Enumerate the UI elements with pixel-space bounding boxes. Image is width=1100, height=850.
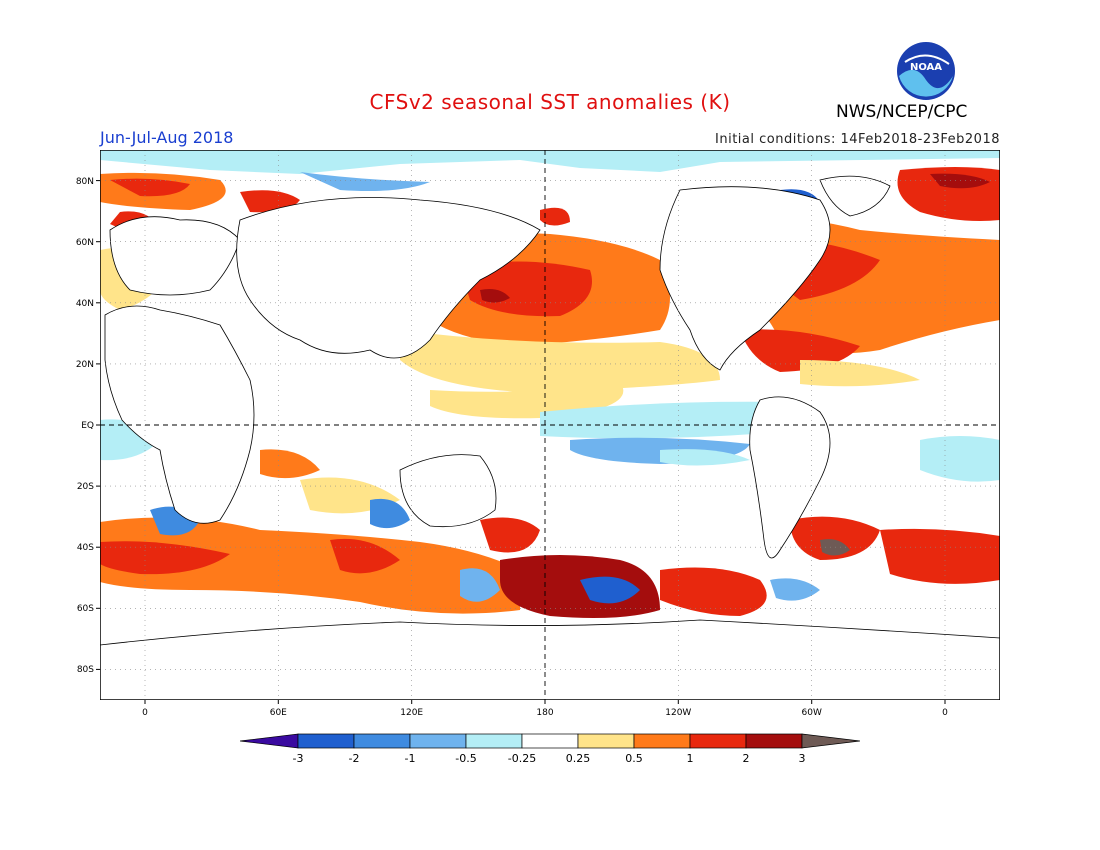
- lon-label: 0: [142, 708, 148, 718]
- colorbar-cell: [465, 733, 523, 749]
- coastlines: [100, 175, 1000, 700]
- lat-label: 40S: [77, 543, 94, 553]
- colorbar-cell: [577, 733, 635, 749]
- colorbar-tick: -0.25: [508, 752, 536, 765]
- colorbar-cell: [521, 733, 579, 749]
- lat-label: EQ: [81, 421, 94, 431]
- lat-label: 20S: [77, 482, 94, 492]
- lon-label: 60W: [802, 708, 822, 718]
- sst-anomaly-map: [100, 150, 1000, 700]
- colorbar-arrow-high: [801, 733, 860, 749]
- colorbar-tick: -0.5: [455, 752, 476, 765]
- colorbar-tick: 1: [687, 752, 694, 765]
- noaa-logo: NOAA: [897, 42, 955, 100]
- lon-label: 0: [942, 708, 948, 718]
- map-title: CFSv2 seasonal SST anomalies (K): [369, 90, 731, 114]
- colorbar-tick: 0.25: [566, 752, 591, 765]
- colorbar-cells: [240, 733, 860, 749]
- lat-label: 60S: [77, 604, 94, 614]
- longitude-axis: 0 60E 120E 180 120W 60W 0: [142, 700, 948, 718]
- colorbar-tick: -3: [293, 752, 304, 765]
- colorbar-tick: -2: [349, 752, 360, 765]
- colorbar-cell: [689, 733, 747, 749]
- colorbar-cell: [297, 733, 355, 749]
- anomaly-shading: [100, 150, 1000, 618]
- lat-label: 60N: [76, 238, 94, 248]
- latitude-axis: 80N 60N 40N 20N EQ 20S 40S 60S 80S: [76, 177, 100, 675]
- colorbar-tick: 2: [743, 752, 750, 765]
- lon-label: 120E: [400, 708, 423, 718]
- colorbar-cell: [633, 733, 691, 749]
- agency-label: NWS/NCEP/CPC: [836, 102, 968, 122]
- colorbar-tick: 3: [799, 752, 806, 765]
- season-label: Jun-Jul-Aug 2018: [100, 128, 234, 147]
- colorbar-cell: [353, 733, 411, 749]
- lat-label: 40N: [76, 299, 94, 309]
- equator-dateline: [100, 150, 1000, 700]
- colorbar-tick: 0.5: [625, 752, 643, 765]
- colorbar: -3 -2 -1 -0.5 -0.25 0.25 0.5 1 2 3: [240, 733, 860, 765]
- svg-text:NOAA: NOAA: [910, 62, 942, 73]
- colorbar-cell: [409, 733, 467, 749]
- lat-label: 80N: [76, 177, 94, 187]
- colorbar-tick: -1: [405, 752, 416, 765]
- initial-conditions-label: Initial conditions: 14Feb2018-23Feb2018: [715, 132, 1000, 147]
- colorbar-arrow-low: [240, 733, 299, 749]
- lon-label: 180: [536, 708, 553, 718]
- lon-label: 120W: [665, 708, 691, 718]
- lat-label: 80S: [77, 665, 94, 675]
- lon-label: 60E: [270, 708, 287, 718]
- lat-label: 20N: [76, 360, 94, 370]
- colorbar-cell: [745, 733, 803, 749]
